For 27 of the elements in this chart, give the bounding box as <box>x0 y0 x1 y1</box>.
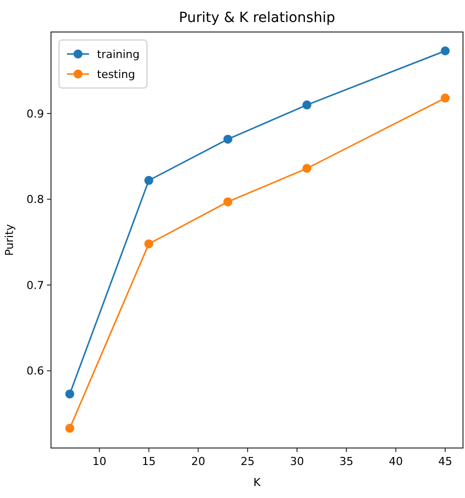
x-tick-label: 25 <box>240 455 255 468</box>
x-tick-label: 40 <box>388 455 403 468</box>
point <box>65 389 74 398</box>
y-tick-label: 0.6 <box>26 364 44 378</box>
y-tick-label: 0.9 <box>26 107 44 120</box>
legend-label: training <box>97 48 140 61</box>
x-axis-title: K <box>253 476 262 489</box>
x-tick-label: 35 <box>339 455 354 468</box>
point <box>65 424 74 433</box>
point <box>223 197 232 206</box>
y-tick-label: 0.8 <box>26 193 44 206</box>
y-tick-label: 0.7 <box>26 278 44 292</box>
x-tick-label: 10 <box>92 455 106 468</box>
point <box>144 239 154 248</box>
x-tick-label: 30 <box>290 455 304 468</box>
point <box>302 100 312 110</box>
y-axis-title: Purity <box>3 224 16 256</box>
x-tick-label: 20 <box>191 455 206 468</box>
chart-title: Purity & K relationship <box>178 10 336 26</box>
point <box>302 164 312 173</box>
point <box>440 94 450 103</box>
legend-label: testing <box>97 68 136 81</box>
x-tick-label: 15 <box>142 455 156 468</box>
point <box>223 134 232 144</box>
x-tick-label: 45 <box>438 455 452 468</box>
point <box>440 46 450 56</box>
point <box>144 176 154 185</box>
